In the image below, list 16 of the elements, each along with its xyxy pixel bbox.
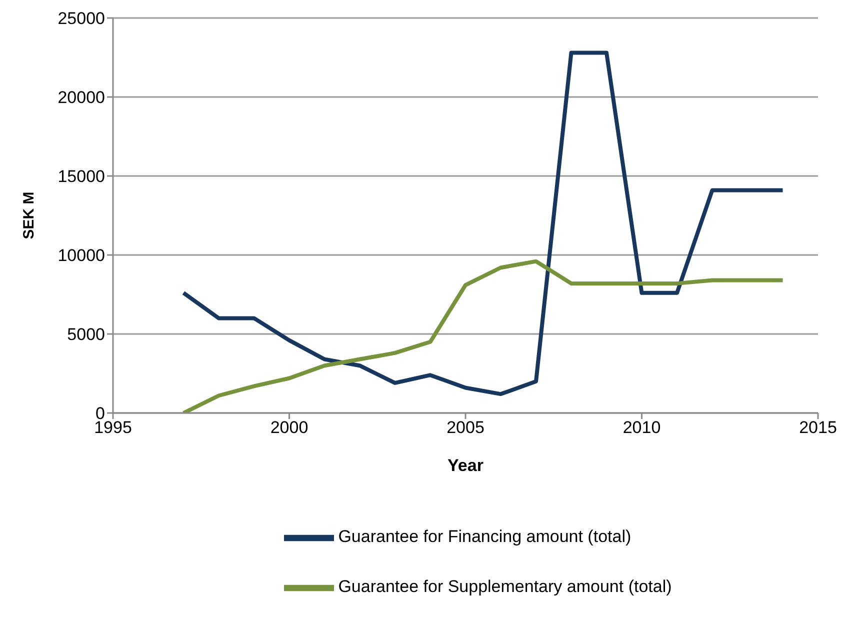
x-tick-label: 2015 <box>799 418 837 438</box>
legend-label: Guarantee for Supplementary amount (total) <box>338 577 672 596</box>
y-tick-label: 20000 <box>58 88 105 108</box>
y-tick-label: 5000 <box>67 325 105 344</box>
x-tick-label: 2005 <box>446 418 484 438</box>
x-tick-label: 2000 <box>270 418 308 438</box>
x-tick-label: 2010 <box>622 418 661 438</box>
y-tick-label: 15000 <box>58 167 105 186</box>
line-series <box>182 259 785 413</box>
y-tick-label: 25000 <box>58 9 105 28</box>
x-axis-title: Year <box>448 456 484 475</box>
legend-label: Guarantee for Financing amount (total) <box>338 527 632 546</box>
line-series <box>182 50 785 396</box>
x-tick-label: 1995 <box>94 418 132 438</box>
y-tick-label: 10000 <box>58 246 105 266</box>
y-axis-title: SEK M <box>20 192 38 240</box>
